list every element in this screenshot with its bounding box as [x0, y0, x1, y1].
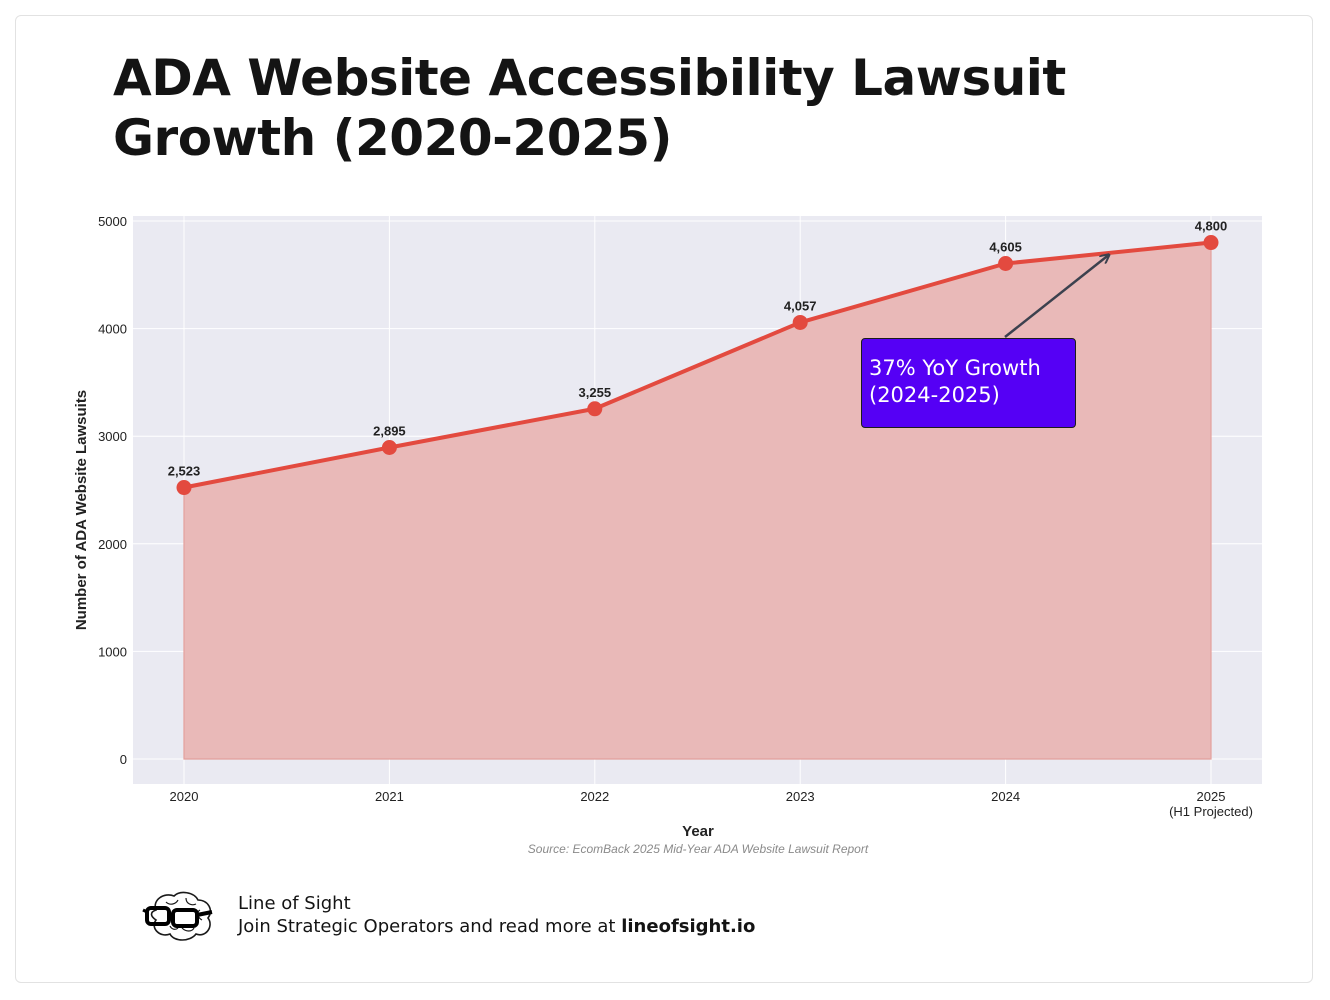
data-point-2020	[176, 480, 192, 496]
callout-line-1: 37% YoY Growth	[869, 356, 1041, 380]
data-label-2022: 3,255	[579, 385, 612, 400]
brain-glasses-logo-icon	[142, 891, 213, 941]
data-label-2024: 4,605	[989, 240, 1022, 255]
x-tick-label-2023: 2023	[786, 789, 815, 804]
growth-callout: 37% YoY Growth (2024-2025)	[861, 338, 1076, 428]
series-line	[183, 240, 1212, 490]
x-tick-label-2021: 2021	[375, 789, 404, 804]
data-point-2022	[587, 401, 603, 417]
y-tick-label-1: 1000	[98, 644, 127, 659]
data-label-2021: 2,895	[373, 423, 406, 438]
data-label-2025: 4,800	[1195, 219, 1228, 234]
data-points	[176, 235, 1219, 496]
y-axis: 0 1000 2000 3000 4000 5000	[98, 214, 127, 767]
x-axis-label: Year	[682, 823, 714, 840]
data-point-2023	[792, 314, 808, 330]
x-axis: 2020 2021 2022 2023 2024 2025(H1 Projected)	[170, 789, 1253, 819]
chart-title: ADA Website Accessibility Lawsuit Growth…	[113, 49, 1066, 167]
data-label-2023: 4,057	[784, 298, 817, 313]
y-axis-label: Number of ADA Website Lawsuits	[73, 390, 90, 630]
data-point-2021	[381, 439, 397, 455]
data-point-2025	[1203, 235, 1219, 251]
source-note: Source: EcomBack 2025 Mid-Year ADA Websi…	[528, 842, 869, 856]
x-tick-label-2020: 2020	[170, 789, 199, 804]
x-tick-label-2024: 2024	[991, 789, 1020, 804]
footer-text: Line of Sight Join Strategic Operators a…	[238, 892, 755, 938]
callout-line-2: (2024-2025)	[869, 383, 1000, 407]
x-tick-label-2025: 2025	[1197, 789, 1226, 804]
y-tick-label-4: 4000	[98, 322, 127, 337]
data-label-2020: 2,523	[168, 464, 201, 479]
footer-brand: Line of Sight	[238, 893, 351, 914]
data-point-2024	[998, 256, 1014, 272]
x-tick-sublabel-2025: (H1 Projected)	[1169, 804, 1253, 819]
footer-link[interactable]: lineofsight.io	[621, 916, 756, 937]
y-tick-label-5: 5000	[98, 214, 127, 229]
footer-tagline-prefix: Join Strategic Operators and read more a…	[238, 916, 622, 937]
annotation-arrow	[1004, 255, 1108, 338]
footer-tagline: Join Strategic Operators and read more a…	[238, 915, 755, 938]
y-tick-label-2: 2000	[98, 537, 127, 552]
y-tick-label-3: 3000	[98, 429, 127, 444]
y-tick-label-0: 0	[120, 752, 127, 767]
x-tick-label-2022: 2022	[580, 789, 609, 804]
data-labels: 2,523 2,895 3,255 4,057 4,605 4,800	[168, 219, 1228, 479]
